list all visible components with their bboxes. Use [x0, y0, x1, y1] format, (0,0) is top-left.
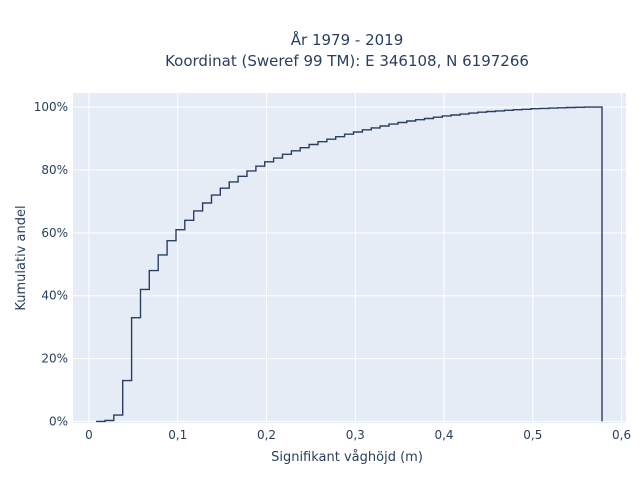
- y-tick-label: 20%: [41, 352, 68, 366]
- y-tick-label: 40%: [41, 289, 68, 303]
- plot-area: [73, 93, 626, 423]
- y-tick-label: 0%: [49, 414, 68, 428]
- y-tick-label: 80%: [41, 163, 68, 177]
- x-tick-label: 0,2: [257, 428, 276, 442]
- cumulative-step-line: [96, 106, 603, 423]
- x-tick-label: 0,3: [346, 428, 365, 442]
- x-tick-label: 0,6: [612, 428, 631, 442]
- y-axis-title: Kumulativ andel: [14, 205, 29, 310]
- gridlines: [73, 93, 626, 423]
- x-tick-label: 0,1: [168, 428, 187, 442]
- y-tick-label: 100%: [34, 100, 68, 114]
- y-axis-ticks: 0% 20% 40% 60% 80% 100%: [34, 100, 68, 428]
- y-tick-label: 60%: [41, 226, 68, 240]
- x-tick-label: 0,4: [434, 428, 453, 442]
- x-tick-label: 0: [85, 428, 93, 442]
- x-axis-ticks: 0 0,1 0,2 0,3 0,4 0,5 0,6: [85, 428, 631, 442]
- x-tick-label: 0,5: [523, 428, 542, 442]
- chart-title-line2: Koordinat (Sweref 99 TM): E 346108, N 61…: [165, 52, 529, 70]
- chart-title-line1: År 1979 - 2019: [291, 30, 404, 49]
- x-axis-title: Signifikant våghöjd (m): [271, 450, 423, 465]
